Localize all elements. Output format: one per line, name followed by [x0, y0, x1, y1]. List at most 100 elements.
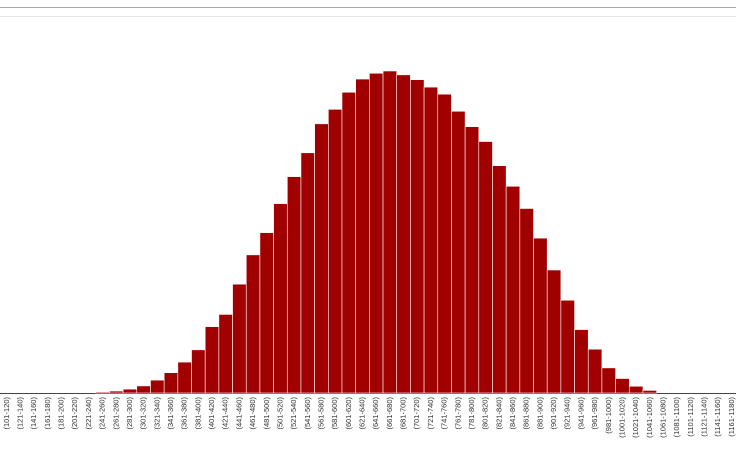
x-tick-label: (921-940) [563, 397, 572, 430]
bar-921-940 [560, 299, 575, 394]
bar-261-280 [109, 390, 124, 394]
bar-461-480 [245, 254, 261, 394]
x-tick-label: (781-800) [467, 397, 476, 430]
bar-281-300 [122, 388, 138, 394]
x-tick-label: (101-120) [2, 397, 11, 430]
x-tick-label: (1101-1120) [686, 396, 695, 436]
x-tick-label: (501-520) [275, 397, 284, 430]
bar-521-540 [286, 176, 302, 394]
bar-661-680 [382, 70, 398, 394]
bar-821-840 [492, 165, 507, 394]
x-tick-label: (1001-1020) [617, 397, 626, 438]
x-tick-label: (601-620) [344, 397, 353, 430]
bar-501-520 [273, 203, 288, 394]
bar-381-400 [191, 349, 206, 394]
bar-301-320 [136, 385, 151, 394]
bar-581-600 [328, 109, 343, 394]
bar-241-260 [95, 391, 110, 394]
bar-801-820 [478, 141, 493, 394]
x-tick-label: (721-740) [426, 397, 435, 430]
x-tick-label: (641-660) [371, 397, 380, 430]
bar-361-380 [177, 361, 192, 394]
x-tick-label: (301-320) [139, 397, 148, 430]
bar-841-860 [505, 185, 521, 394]
x-tick-label: (1141-1160) [713, 396, 722, 436]
bars-group [95, 70, 657, 394]
x-tick-label: (801-820) [481, 397, 490, 430]
bar-1041-1060 [642, 390, 657, 394]
x-tick-label: (1121-1140) [700, 396, 709, 436]
x-tick-label: (981-1000) [604, 397, 613, 434]
x-tick-label: (441-460) [234, 397, 243, 430]
chart-frame-line [0, 16, 736, 17]
bar-941-960 [574, 329, 589, 394]
bar-1021-1040 [628, 385, 644, 394]
bar-721-740 [423, 86, 439, 394]
x-tick-label: (761-780) [453, 397, 462, 430]
x-tick-label: (541-560) [303, 397, 312, 430]
bar-781-800 [464, 126, 480, 394]
x-tick-label: (941-960) [576, 397, 585, 430]
bar-421-440 [218, 314, 233, 394]
bar-961-980 [587, 348, 603, 394]
bar-681-700 [396, 74, 411, 394]
x-tick-label: (401-420) [207, 397, 216, 430]
x-tick-label: (121-140) [16, 397, 25, 430]
bar-741-760 [437, 93, 452, 394]
x-tick-label: (861-880) [522, 397, 531, 430]
x-tick-label: (561-580) [316, 397, 325, 430]
x-tick-label: (241-260) [98, 397, 107, 430]
x-tick-label: (181-200) [57, 397, 66, 430]
x-tick-label: (1081-1100) [672, 397, 681, 438]
bar-481-500 [259, 232, 274, 394]
bar-541-560 [300, 152, 315, 394]
bar-341-360 [163, 372, 179, 394]
bar-861-880 [519, 208, 534, 394]
x-tick-label: (901-920) [549, 397, 558, 430]
x-tick-label: (461-480) [248, 397, 257, 430]
bar-321-340 [150, 379, 165, 394]
bar-901-920 [546, 269, 562, 394]
bar-761-780 [451, 110, 466, 394]
x-tick-label: (741-760) [440, 397, 449, 430]
bar-441-460 [232, 283, 247, 394]
bar-601-620 [341, 91, 356, 394]
bar-701-720 [410, 79, 425, 394]
bar-881-900 [533, 237, 548, 394]
x-tick-label: (1021-1040) [631, 397, 640, 438]
x-tick-label: (661-680) [385, 397, 394, 430]
x-tick-label: (521-540) [289, 397, 298, 430]
x-tick-label: (681-700) [399, 397, 408, 430]
x-tick-label: (961-980) [590, 397, 599, 430]
x-tick-label: (1061-1080) [658, 397, 667, 438]
x-tick-label: (281-300) [125, 397, 134, 430]
x-tick-label: (161-180) [43, 397, 52, 430]
bar-1001-1020 [615, 378, 630, 394]
x-tick-label: (1161-1180) [727, 396, 736, 436]
bar-641-660 [369, 72, 384, 394]
x-tick-label: (321-340) [152, 397, 161, 430]
x-tick-label: (581-600) [330, 397, 339, 430]
x-tick-label: (481-500) [262, 397, 271, 430]
bar-561-580 [314, 123, 329, 394]
x-tick-label: (221-240) [84, 397, 93, 430]
x-tick-label: (361-380) [180, 397, 189, 430]
x-tick-label: (341-360) [166, 397, 175, 430]
top-border-line [0, 7, 736, 8]
x-tick-label: (881-900) [535, 397, 544, 430]
x-tick-label: (421-440) [221, 397, 230, 430]
tick-labels-group: (101-120) (121-140) (141-160) (161-180) (181… [2, 396, 736, 437]
x-tick-label: (261-280) [111, 397, 120, 430]
x-tick-label: (821-840) [494, 397, 503, 430]
x-tick-label: (201-220) [70, 397, 79, 430]
bar-401-420 [204, 326, 220, 394]
x-tick-label: (381-400) [193, 397, 202, 430]
bar-981-1000 [601, 367, 616, 394]
x-tick-label: (841-860) [508, 397, 517, 430]
x-tick-label: (621-640) [358, 397, 367, 430]
bar-621-640 [355, 78, 370, 394]
x-tick-label: (701-720) [412, 397, 421, 430]
x-tick-label: (141-160) [29, 397, 38, 430]
x-tick-label: (1041-1060) [645, 397, 654, 438]
